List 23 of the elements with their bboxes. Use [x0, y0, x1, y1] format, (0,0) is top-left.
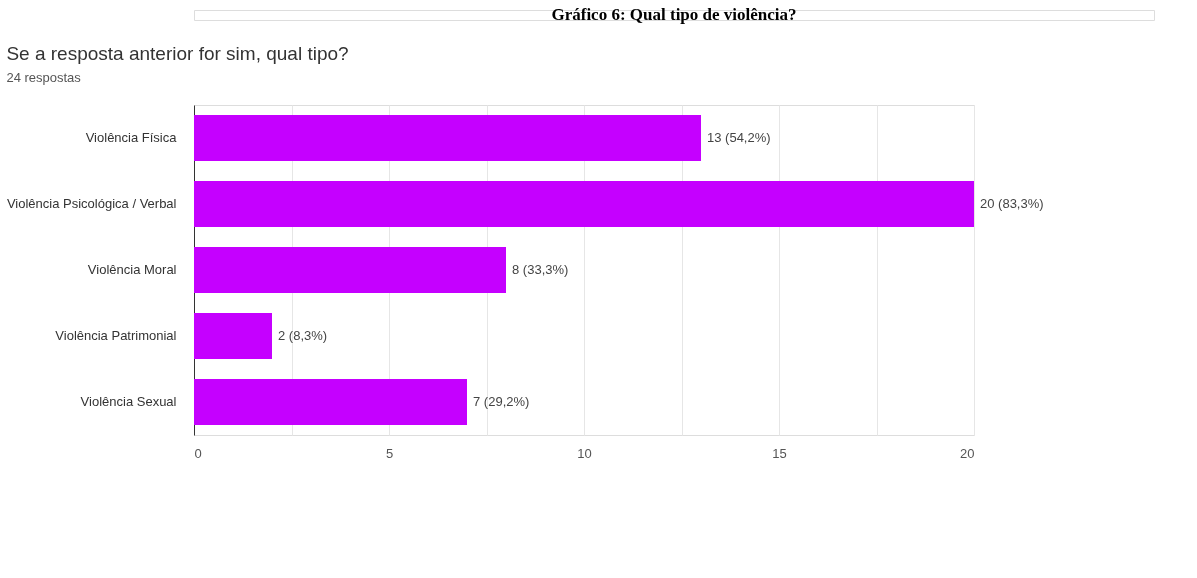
text: 24 respostas [6, 70, 82, 85]
x-tick-label: 10 [577, 445, 592, 461]
y-tick-label: Violência Psicológica / Verbal [6, 196, 177, 211]
bar [194, 115, 701, 161]
y-tick-label: Violência Física [85, 130, 178, 145]
data-label: 8 (33,3%) [512, 262, 569, 277]
text: Gráfico 6: Qual tipo de violência? [551, 5, 797, 24]
data-label: 2 (8,3%) [278, 328, 328, 343]
data-label: 13 (54,2%) [707, 130, 771, 145]
x-tick-label: 20 [960, 445, 975, 461]
x-tick-label: 5 [385, 445, 394, 461]
bar [194, 181, 974, 227]
y-tick-label: Violência Patrimonial [55, 328, 177, 343]
y-tick-label: Violência Sexual [80, 394, 177, 409]
chart-title: Se a resposta anterior for sim, qual tipo? [6, 43, 349, 64]
bar [194, 313, 272, 359]
y-tick-label: Violência Moral [87, 262, 177, 277]
bar [194, 247, 506, 293]
bar [194, 379, 467, 425]
x-tick-label: 15 [772, 445, 787, 461]
data-label: 20 (83,3%) [980, 196, 1044, 211]
data-label: 7 (29,2%) [473, 394, 530, 409]
x-tick-label: 0 [194, 445, 202, 461]
